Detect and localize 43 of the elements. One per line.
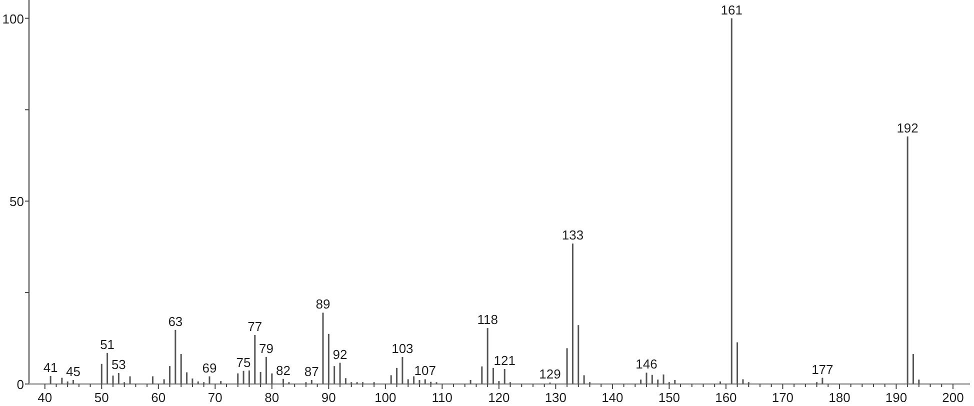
x-tick-label: 170 [772,390,794,405]
annotation: 51 [100,336,115,352]
x-tick-label: 140 [602,390,624,405]
annotation: 82 [276,362,290,378]
y-tick-label: 100 [2,11,24,26]
annotation: 79 [259,340,274,356]
annotation: 92 [332,346,348,362]
annotation: 121 [494,353,516,368]
annotation: 133 [562,228,584,243]
x-tick-label: 100 [374,390,396,405]
x-tick-label: 70 [208,390,222,405]
annotation: 107 [414,363,436,378]
x-tick-label: 40 [38,390,52,405]
x-tick-label: 110 [432,390,453,405]
annotation: 75 [236,354,251,370]
annotation: 41 [43,360,58,375]
annotation: 87 [304,364,319,379]
y-tick-label: 50 [10,194,24,210]
x-tick-label: 180 [828,390,850,405]
x-tick-label: 160 [715,390,737,405]
x-tick-label: 190 [885,390,908,405]
annotation: 161 [720,2,742,18]
annotation: 69 [202,360,217,376]
x-tick-label: 90 [321,390,336,405]
x-tick-label: 130 [544,390,567,405]
annotation: 129 [539,366,561,382]
annotation: 77 [248,318,262,334]
annotation: 89 [316,296,330,312]
x-tick-label: 150 [658,390,680,405]
annotation: 45 [66,364,81,379]
x-tick-label: 60 [151,390,166,405]
x-tick-label: 50 [94,390,109,405]
x-tick-label: 200 [942,390,964,405]
annotation: 177 [812,362,834,377]
annotation: 192 [896,120,918,136]
x-tick-label: 80 [264,390,280,405]
y-tick-label: 0 [16,377,24,392]
annotation: 146 [636,356,658,372]
annotation: 118 [477,312,498,328]
annotation: 63 [168,314,183,329]
annotation: 103 [392,340,414,356]
x-tick-label: 120 [488,390,510,405]
annotation: 53 [111,357,126,372]
